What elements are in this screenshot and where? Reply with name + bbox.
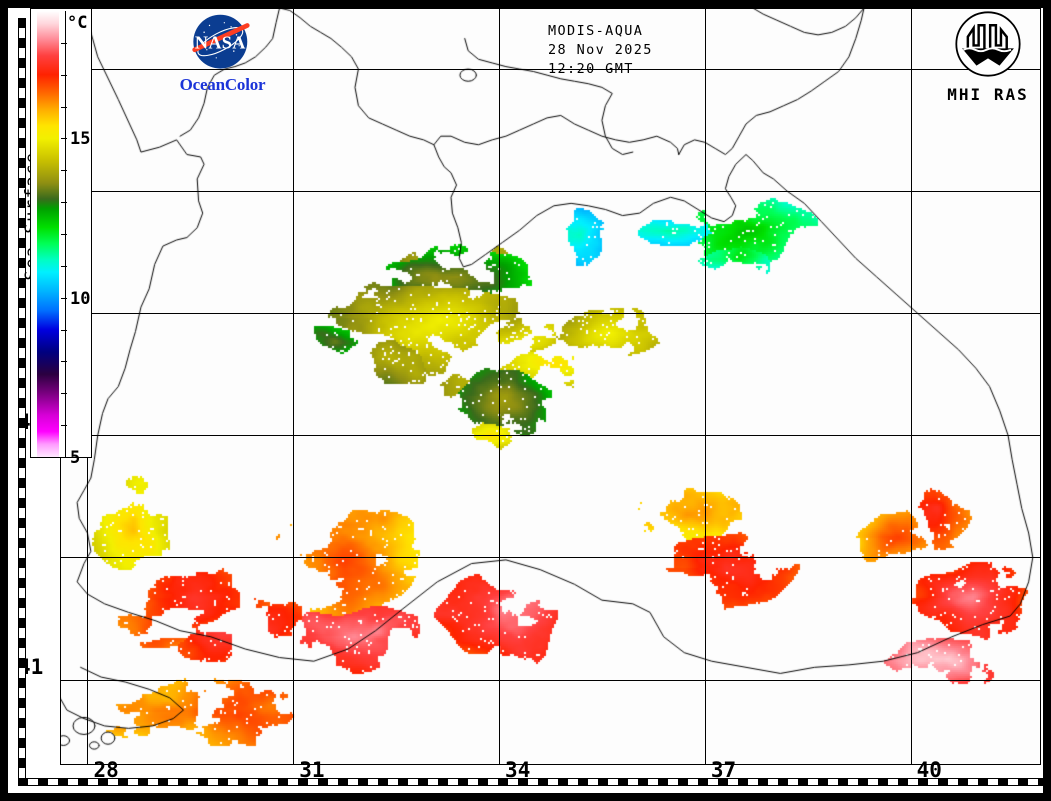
gridline-lon-37	[705, 8, 706, 765]
colorbar-label-5: 5	[70, 448, 81, 468]
nasa-meatball-icon: NASA	[191, 14, 250, 69]
gridline-lat-45	[60, 191, 1041, 192]
mhi-emblem-icon	[955, 11, 1021, 77]
colorbar-tick-11	[61, 265, 67, 267]
nasa-oceancolor-logo: NASA OceanColor	[170, 12, 275, 94]
colorbar-unit: °C	[67, 13, 88, 33]
gridline-lat-44	[60, 313, 1041, 314]
acquisition-info: MODIS-AQUA 28 Nov 2025 12:20 GMT	[548, 22, 653, 79]
colorbar-tick-14	[61, 170, 67, 172]
gridline-lat-41	[60, 680, 1041, 681]
colorbar-tick-13	[61, 202, 67, 204]
gridline-lat-42	[60, 557, 1041, 558]
frame-right	[1043, 0, 1051, 801]
gridline-lat-43	[60, 435, 1041, 436]
gridline-lon-34	[499, 8, 500, 765]
frame-tickstrip-bottom	[18, 778, 1043, 786]
colorbar-gradient	[37, 11, 59, 457]
mhi-ras-wordmark: MHI RAS	[947, 85, 1029, 104]
frame-bottom	[0, 793, 1051, 801]
colorbar-tick-16	[61, 106, 67, 108]
colorbar-tick-8	[61, 361, 67, 363]
frame-top	[0, 0, 1051, 8]
mhi-ras-logo: MHI RAS	[938, 8, 1038, 104]
coastline-layer	[60, 8, 1041, 765]
colorbar-tick-5	[61, 457, 67, 458]
colorbar-tick-12	[61, 234, 67, 235]
colorbar-label-10: 10	[70, 288, 91, 309]
gridline-lon-40	[911, 8, 912, 765]
acquisition-time: 12:20 GMT	[548, 61, 634, 77]
colorbar-tick-17	[61, 74, 67, 76]
colorbar-tick-9	[61, 329, 67, 331]
colorbar-panel: °C 15 10 5	[30, 8, 92, 468]
gridline-lon-31	[293, 8, 294, 765]
colorbar-tick-18	[61, 42, 67, 44]
gridline-lat-46	[60, 69, 1041, 70]
colorbar-tick-6	[61, 425, 67, 427]
frame-checker-bottom-coarse	[8, 786, 1043, 793]
map-plot-area	[60, 8, 1041, 765]
frame-tickstrip-left	[18, 18, 26, 786]
svg-text:NASA: NASA	[194, 32, 245, 52]
sensor-name: MODIS-AQUA	[548, 23, 644, 39]
colorbar-tick-7	[61, 393, 67, 395]
colorbar-label-15: 15	[70, 129, 91, 150]
acquisition-date: 28 Nov 2025	[548, 42, 653, 58]
frame-left	[0, 0, 8, 801]
oceancolor-wordmark: OceanColor	[179, 75, 266, 94]
colorbar-tick-10	[61, 297, 67, 299]
frame-checker-left-coarse	[8, 8, 18, 793]
colorbar-tick-15	[61, 138, 67, 140]
